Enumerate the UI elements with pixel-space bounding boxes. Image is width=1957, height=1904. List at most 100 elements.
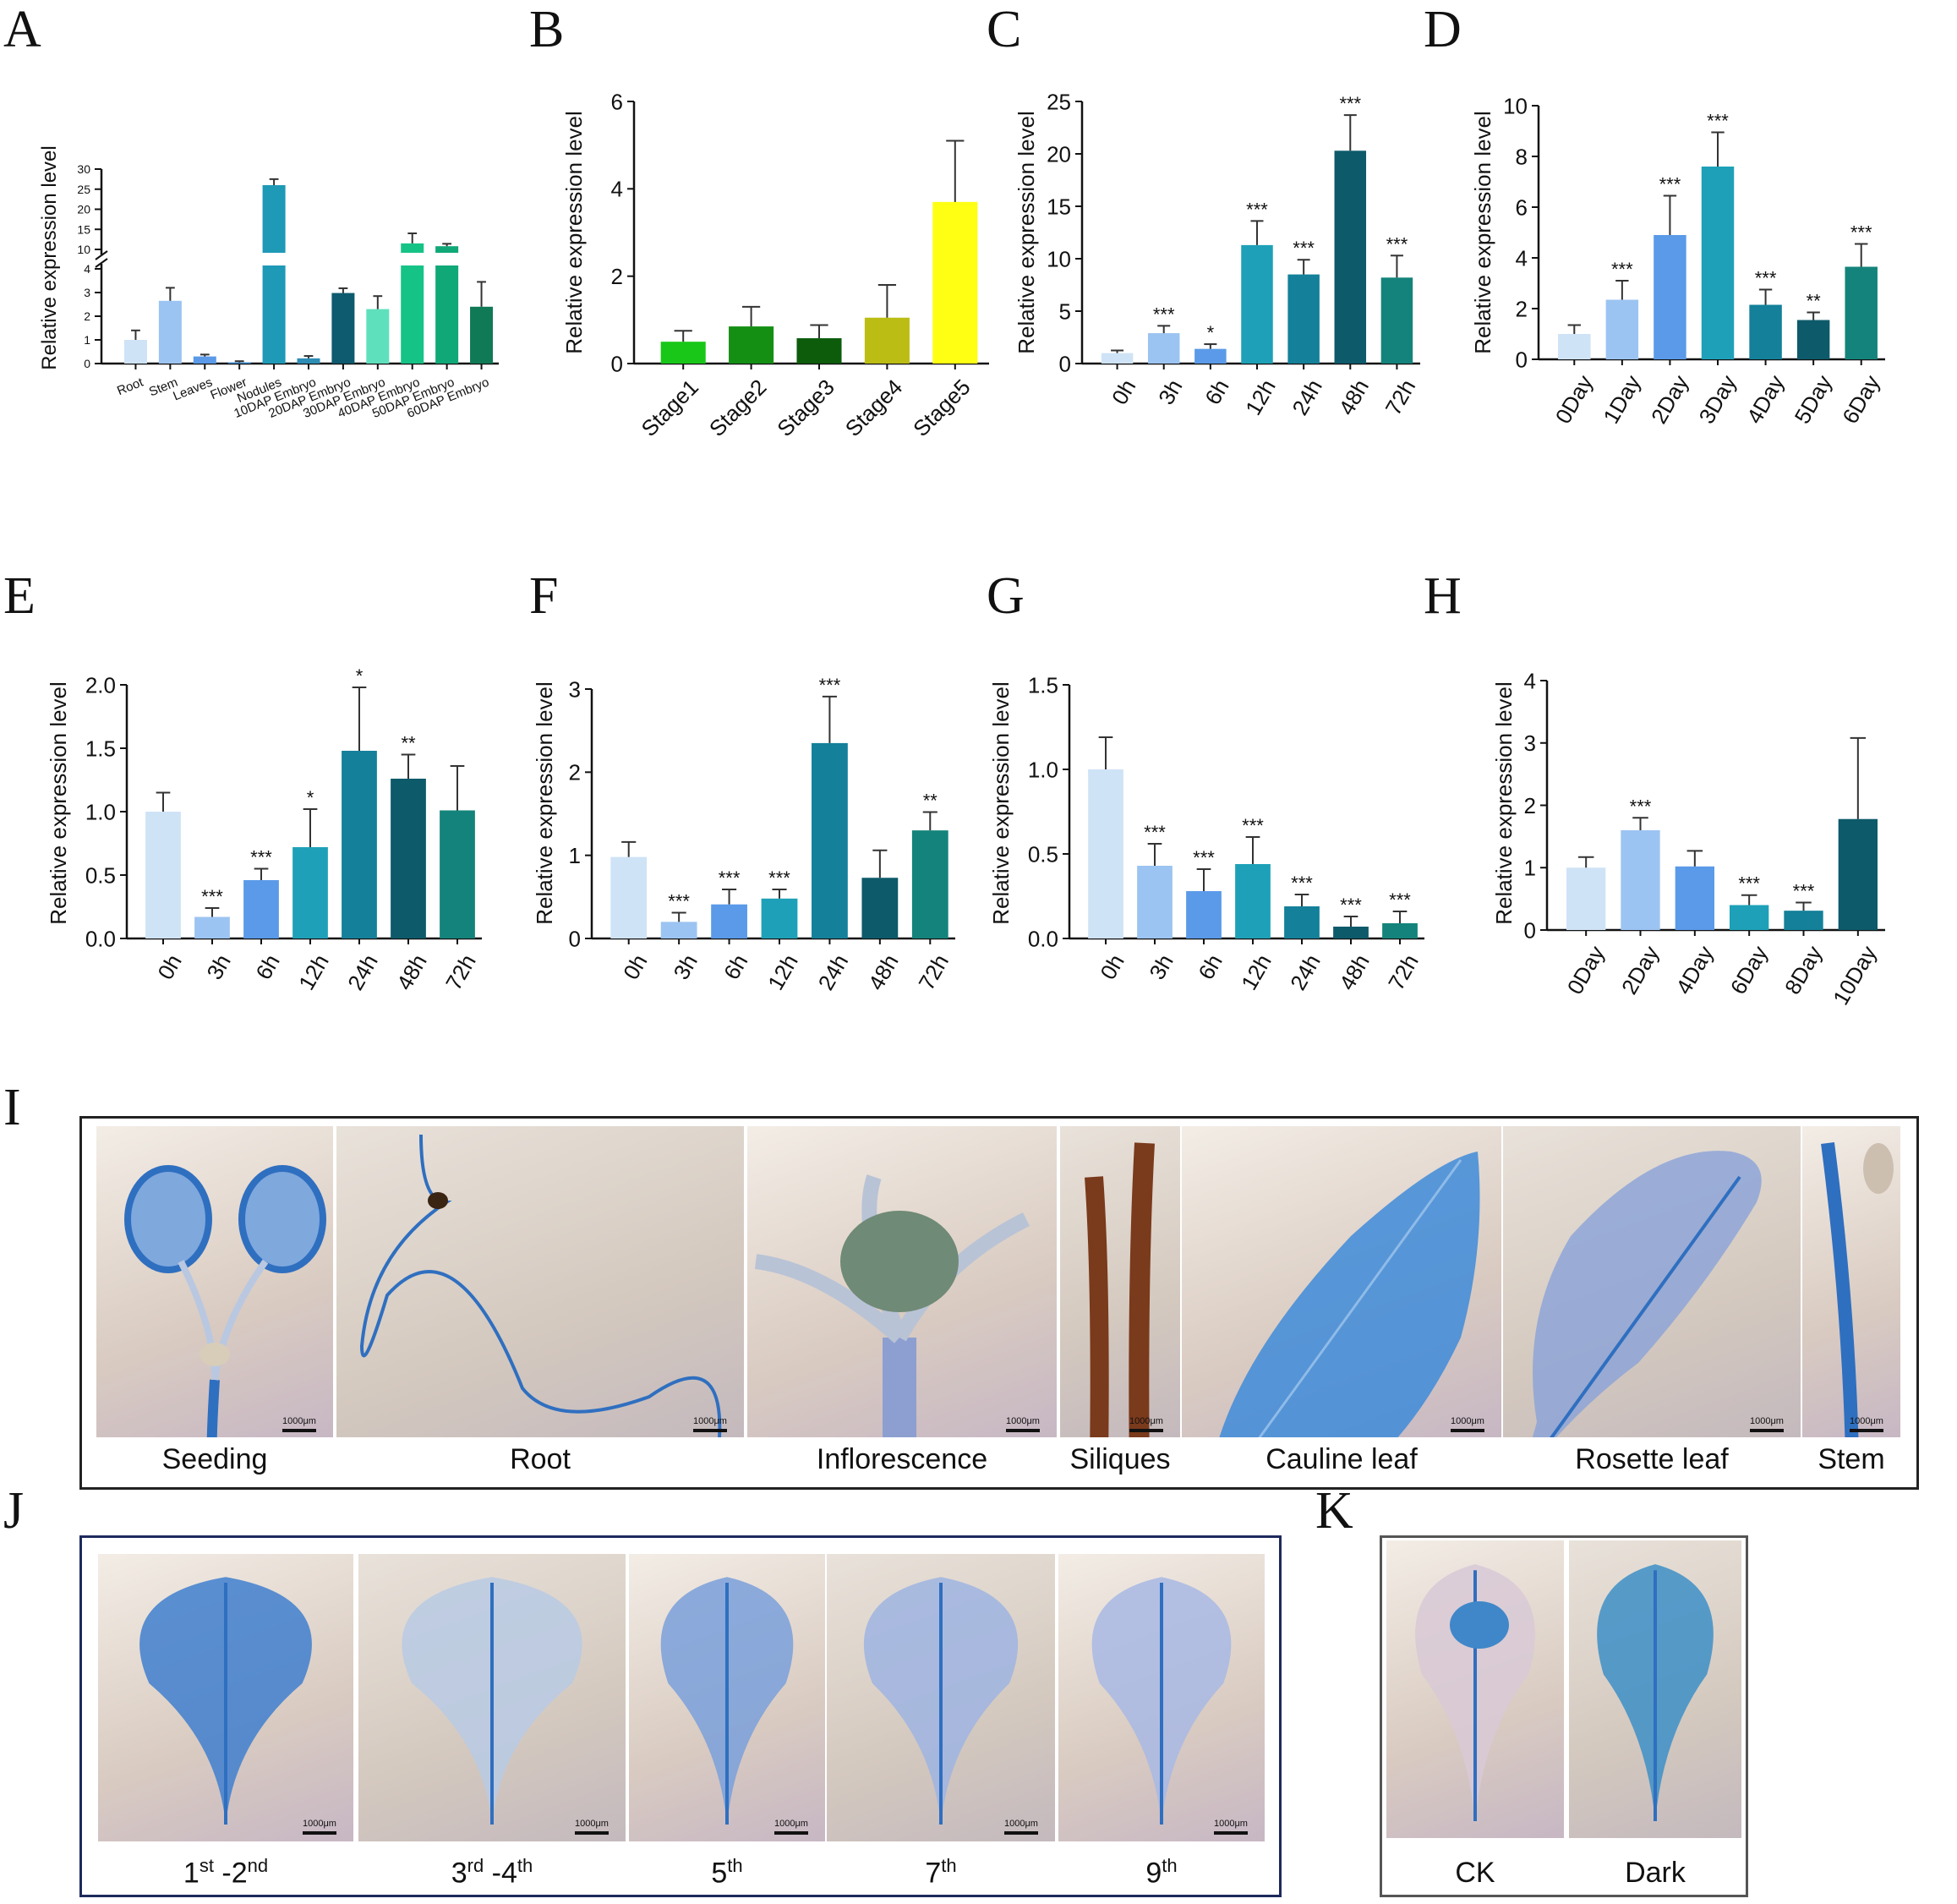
g-bar (1382, 923, 1418, 938)
panel-label-i: I (3, 1079, 21, 1136)
d-significance-label: *** (1659, 174, 1681, 195)
panel-label-c: C (987, 1, 1022, 58)
e-bar (342, 751, 377, 938)
scale-bar-label: 1000μm (1214, 1819, 1248, 1829)
photo-k-ck (1386, 1540, 1564, 1838)
c-significance-label: *** (1293, 238, 1315, 259)
h-y-tick-label: 1 (1524, 856, 1536, 881)
scale-bar-label: 1000μm (774, 1819, 808, 1829)
d-x-tick-label: 1Day (1598, 371, 1645, 429)
b-x-tick-label: Stage2 (704, 375, 771, 441)
c-x-tick-label: 0h (1107, 375, 1140, 409)
b-y-tick-label: 4 (611, 177, 623, 202)
caption-j-3: 7th (925, 1855, 957, 1890)
scale-bar-label: 1000μm (282, 1416, 316, 1426)
e-bar (440, 810, 475, 938)
a-axis-break-mark (95, 258, 108, 268)
photo-j-leaf-3 (629, 1554, 825, 1841)
a-bar-break (400, 253, 425, 265)
scale-bar (1004, 1831, 1038, 1835)
d-y-tick-label: 0 (1516, 347, 1528, 372)
a-bar (193, 356, 216, 364)
c-x-tick-label: 3h (1153, 375, 1187, 409)
chart-d: 0 2 4 6 8 10 Relative expression level 0Day *** 1… (1470, 93, 1885, 429)
h-x-tick-label: 10Day (1828, 942, 1882, 1009)
a-bar (366, 309, 390, 364)
g-y-axis-label: Relative expression level (988, 681, 1014, 925)
d-bar (1796, 320, 1830, 359)
a-y-tick-label: 1 (84, 333, 90, 347)
scale-bar (774, 1831, 808, 1835)
scale-bar (575, 1831, 609, 1835)
g-y-tick-label: 1.5 (1028, 672, 1058, 698)
b-x-tick-label: Stage4 (840, 375, 907, 441)
scale-bar (1214, 1831, 1248, 1835)
g-significance-label: *** (1389, 889, 1411, 911)
a-bar-break (435, 253, 460, 265)
c-bar (1380, 277, 1413, 364)
scale-bar-label: 1000μm (303, 1819, 336, 1829)
g-bar (1235, 864, 1271, 938)
a-y-tick-label: 30 (77, 162, 90, 176)
scale-bar-label: 1000μm (1129, 1416, 1163, 1426)
e-bar (145, 812, 181, 938)
h-x-tick-label: 2Day (1616, 942, 1664, 999)
e-x-tick-label: 12h (293, 950, 334, 995)
f-y-tick-label: 3 (569, 676, 581, 702)
scale-bar (1750, 1429, 1784, 1432)
c-y-tick-label: 5 (1059, 298, 1071, 324)
a-bar (158, 300, 182, 364)
d-x-tick-label: 2Day (1646, 371, 1693, 429)
chart-g: 0.0 0.5 1.0 1.5 Relative expression level 0h *… (988, 672, 1424, 994)
g-significance-label: *** (1193, 847, 1215, 868)
c-significance-label: *** (1339, 93, 1361, 114)
h-bar (1675, 866, 1714, 930)
d-y-tick-label: 2 (1516, 296, 1528, 321)
e-y-axis-label: Relative expression level (46, 681, 71, 925)
g-bar (1284, 906, 1320, 938)
panel-label-b: B (529, 1, 565, 58)
d-x-tick-label: 5Day (1790, 371, 1837, 429)
h-bar (1621, 830, 1660, 930)
b-y-tick-label: 2 (611, 264, 623, 289)
scale-bar (282, 1429, 316, 1432)
c-bar (1194, 348, 1227, 364)
d-bar (1701, 167, 1735, 359)
h-x-tick-label: 4Day (1670, 942, 1718, 999)
photo-i-seeding (96, 1126, 333, 1437)
scale-bar-label: 1000μm (693, 1416, 727, 1426)
g-bar (1137, 866, 1173, 938)
b-x-tick-label: Stage1 (637, 375, 703, 441)
h-bar (1730, 905, 1769, 930)
chart-h: 0 1 2 3 4 Relative expression level 0Day *** 2Da… (1491, 668, 1885, 1009)
f-significance-label: *** (668, 891, 690, 912)
b-bar (796, 338, 842, 364)
e-x-tick-label: 24h (342, 950, 383, 995)
d-significance-label: *** (1707, 111, 1729, 132)
panel-k-frame (1380, 1535, 1748, 1897)
caption-i-1: Root (510, 1443, 571, 1475)
caption-i-0: Seeding (161, 1443, 268, 1475)
b-y-axis-label: Relative expression level (561, 111, 587, 354)
h-x-tick-label: 0Day (1562, 942, 1610, 999)
f-bar (711, 904, 747, 938)
a-y-tick-label: 20 (77, 203, 90, 216)
g-x-tick-label: 3h (1144, 950, 1178, 984)
e-bar (243, 880, 279, 938)
f-x-tick-label: 3h (669, 950, 702, 984)
c-y-tick-label: 20 (1047, 141, 1071, 167)
f-x-tick-label: 72h (913, 950, 954, 995)
e-significance-label: * (307, 787, 314, 808)
h-significance-label: *** (1630, 796, 1652, 817)
h-bar (1566, 867, 1606, 930)
f-bar (861, 878, 899, 938)
chart-e: 0.0 0.5 1.0 1.5 2.0 Relative expression level… (46, 665, 482, 995)
a-y-tick-label: 2 (84, 309, 90, 323)
f-bar (911, 830, 948, 938)
b-x-tick-label: Stage3 (772, 375, 839, 441)
e-y-tick-label: 0.0 (85, 926, 116, 951)
h-significance-label: *** (1738, 873, 1760, 895)
e-bar (292, 847, 328, 938)
scale-bar (1850, 1429, 1883, 1432)
c-significance-label: * (1207, 322, 1215, 343)
